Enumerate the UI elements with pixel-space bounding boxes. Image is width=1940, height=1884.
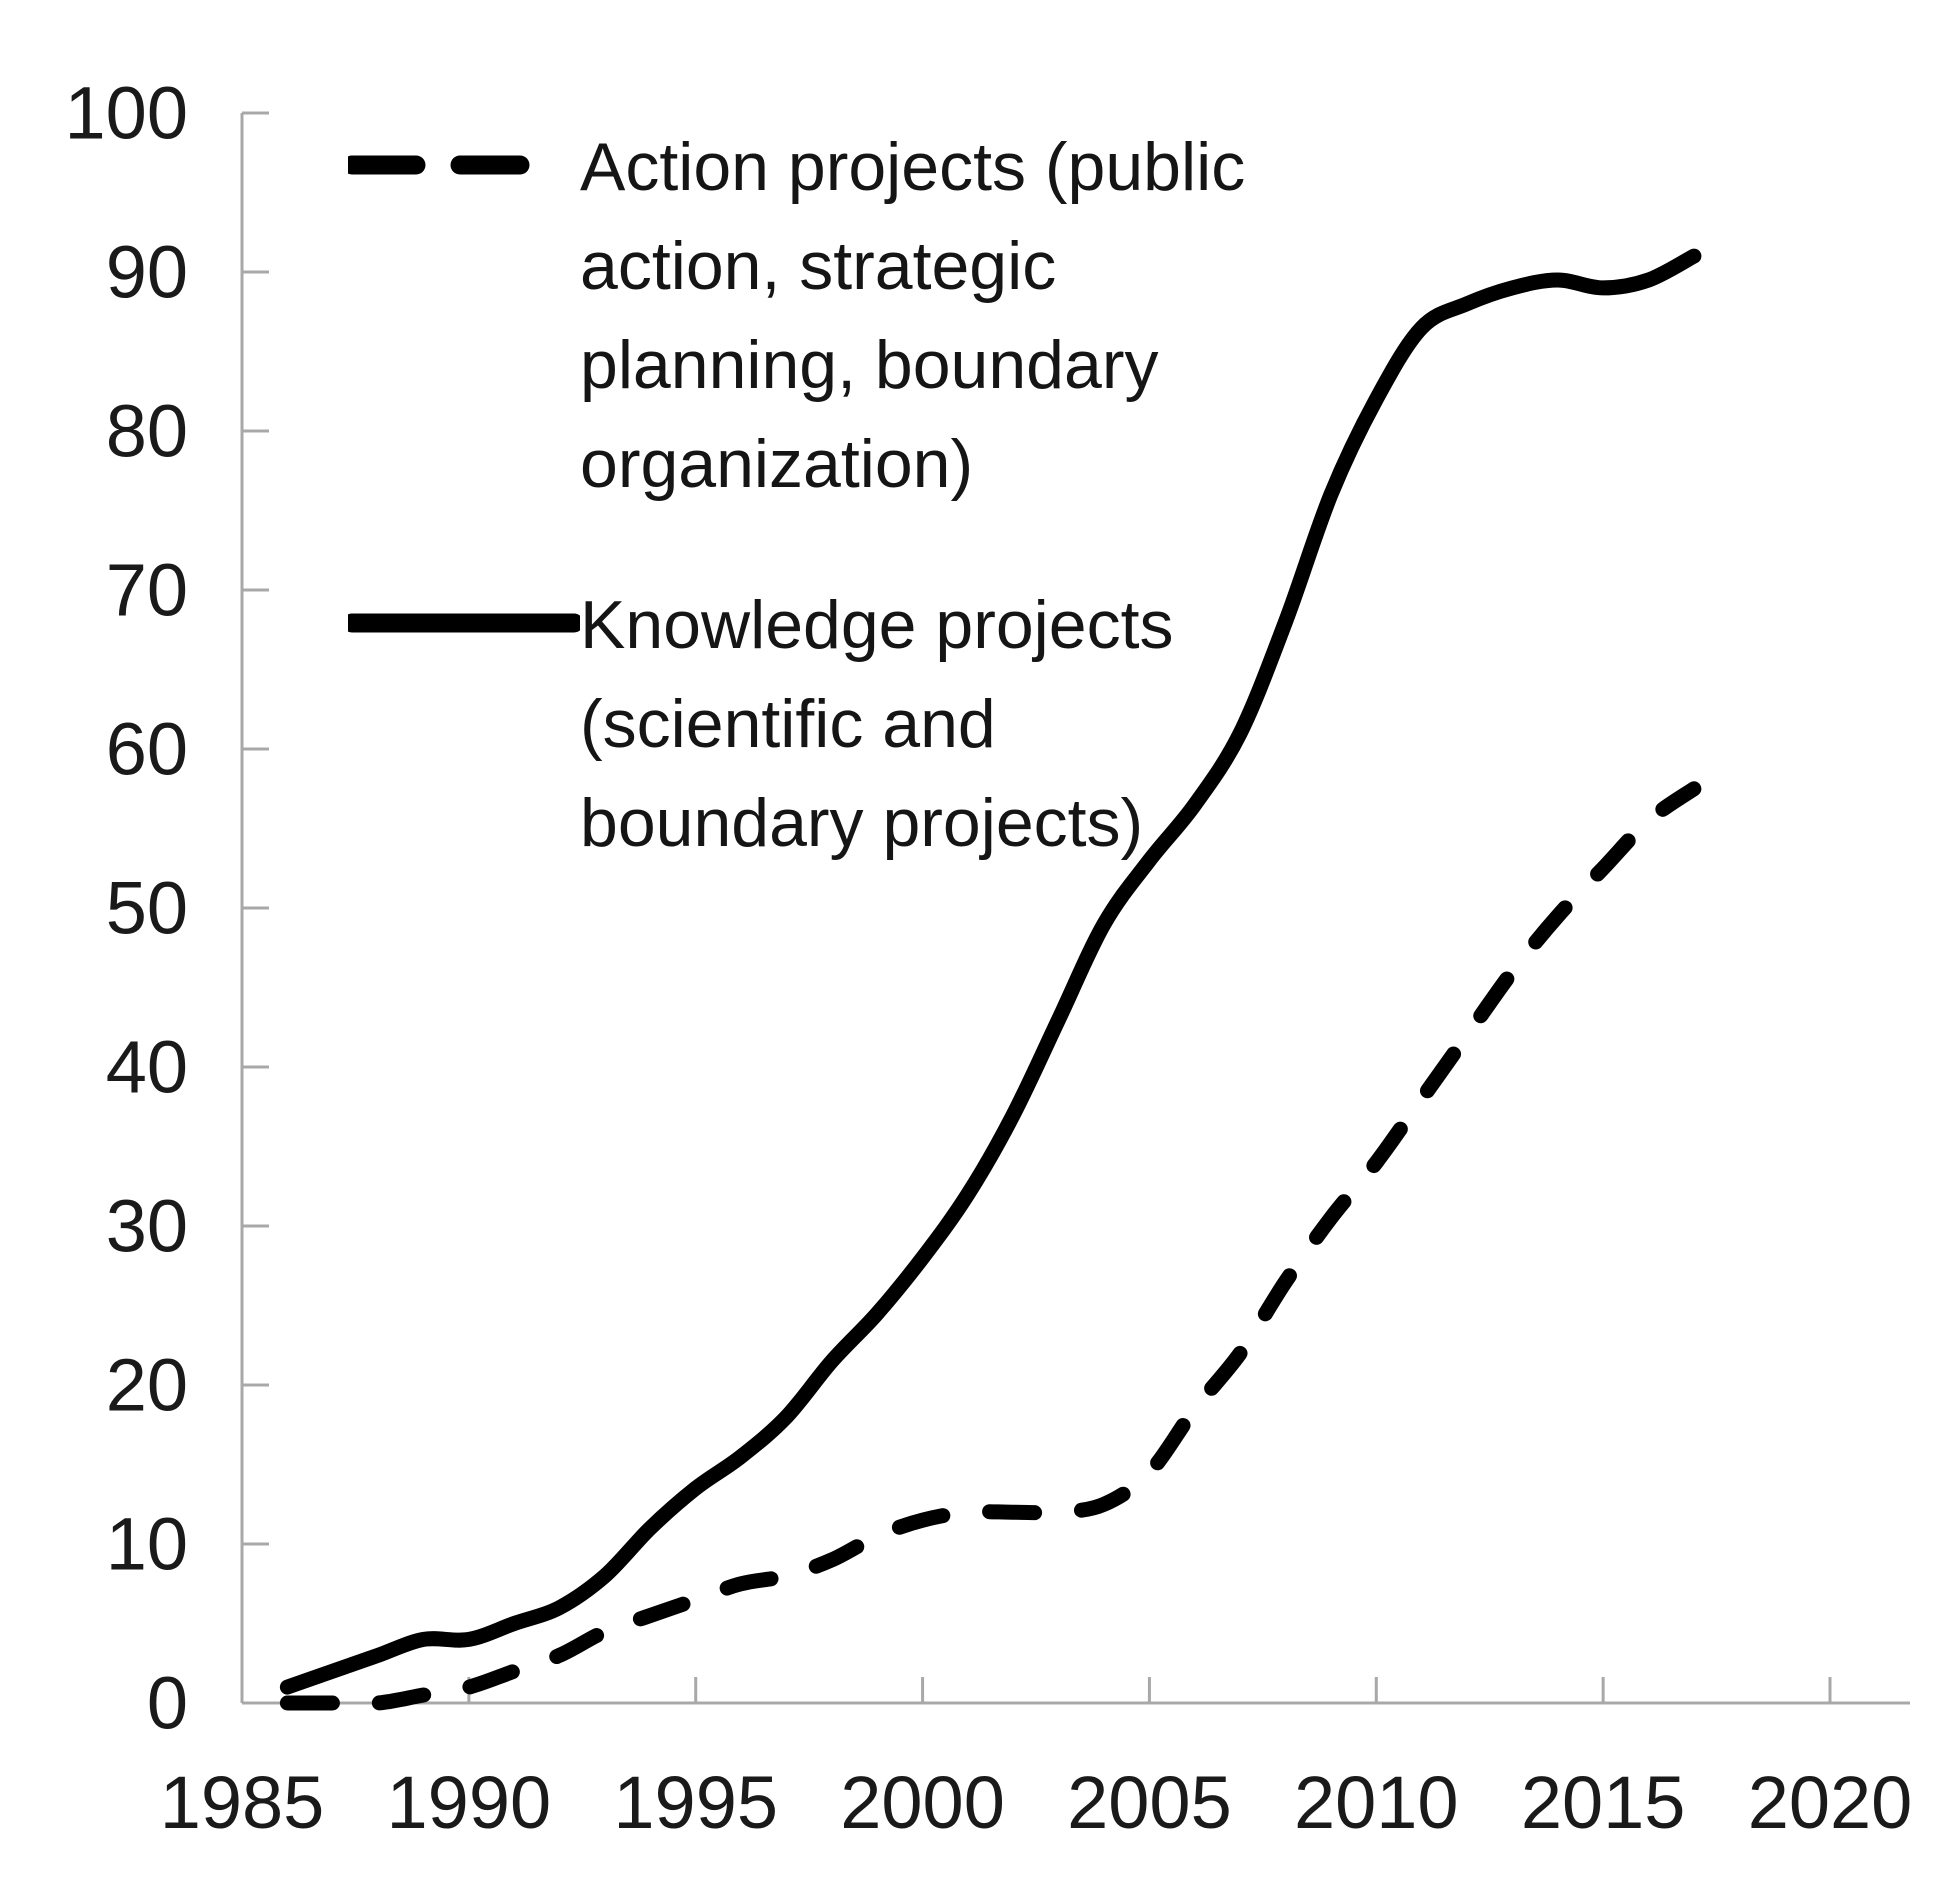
data-series-lines: [279, 248, 1702, 1712]
legend-entry-action-projects: Action projects (public action, strategi…: [348, 118, 1348, 514]
x-tick-label-2005: 2005: [1067, 1761, 1232, 1844]
x-tick-label-2000: 2000: [840, 1761, 1005, 1844]
y-tick-label-50: 50: [106, 867, 188, 950]
legend-text-line: action, strategic: [580, 228, 1057, 304]
x-tick-label-2015: 2015: [1521, 1761, 1686, 1844]
y-tick-label-10: 10: [106, 1503, 188, 1586]
series-line-action-projects: [279, 781, 1702, 1712]
y-tick-label-70: 70: [106, 549, 188, 632]
y-tick-label-60: 60: [106, 708, 188, 791]
legend-entry-knowledge-projects: Knowledge projects (scientific and bound…: [348, 576, 1348, 873]
y-tick-label-0: 0: [147, 1662, 188, 1745]
legend-text-line: Action projects (public: [580, 129, 1246, 205]
x-tick-label-1985: 1985: [160, 1761, 325, 1844]
legend-text-line: organization): [580, 426, 974, 502]
solid-line-swatch: [348, 613, 580, 633]
legend: Action projects (public action, strategi…: [348, 118, 1348, 873]
y-tick-label-30: 30: [106, 1185, 188, 1268]
legend-label-action-projects: Action projects (public action, strategi…: [580, 118, 1245, 514]
x-tick-label-2010: 2010: [1294, 1761, 1459, 1844]
y-tick-label-40: 40: [106, 1026, 188, 1109]
legend-label-knowledge-projects: Knowledge projects (scientific and bound…: [580, 576, 1173, 873]
y-axis-tick-labels: 0 10 20 30 40 50 60 70 80 90 100: [65, 72, 188, 1745]
legend-text-line: Knowledge projects: [580, 587, 1174, 663]
dashed-line-swatch: [348, 155, 530, 175]
x-tick-label-1995: 1995: [613, 1761, 778, 1844]
x-axis-tick-labels: 1985 1990 1995 2000 2005 2010 2015 2020: [160, 1761, 1913, 1844]
x-tick-label-2020: 2020: [1748, 1761, 1913, 1844]
legend-text-line: planning, boundary: [580, 327, 1159, 403]
legend-text-line: boundary projects): [580, 785, 1144, 861]
y-tick-label-90: 90: [106, 231, 188, 314]
x-tick-label-1990: 1990: [387, 1761, 552, 1844]
y-tick-label-20: 20: [106, 1344, 188, 1427]
series-line-knowledge-projects: [279, 248, 1702, 1695]
y-tick-label-80: 80: [106, 390, 188, 473]
y-tick-label-100: 100: [65, 72, 188, 155]
legend-text-line: (scientific and: [580, 686, 996, 762]
